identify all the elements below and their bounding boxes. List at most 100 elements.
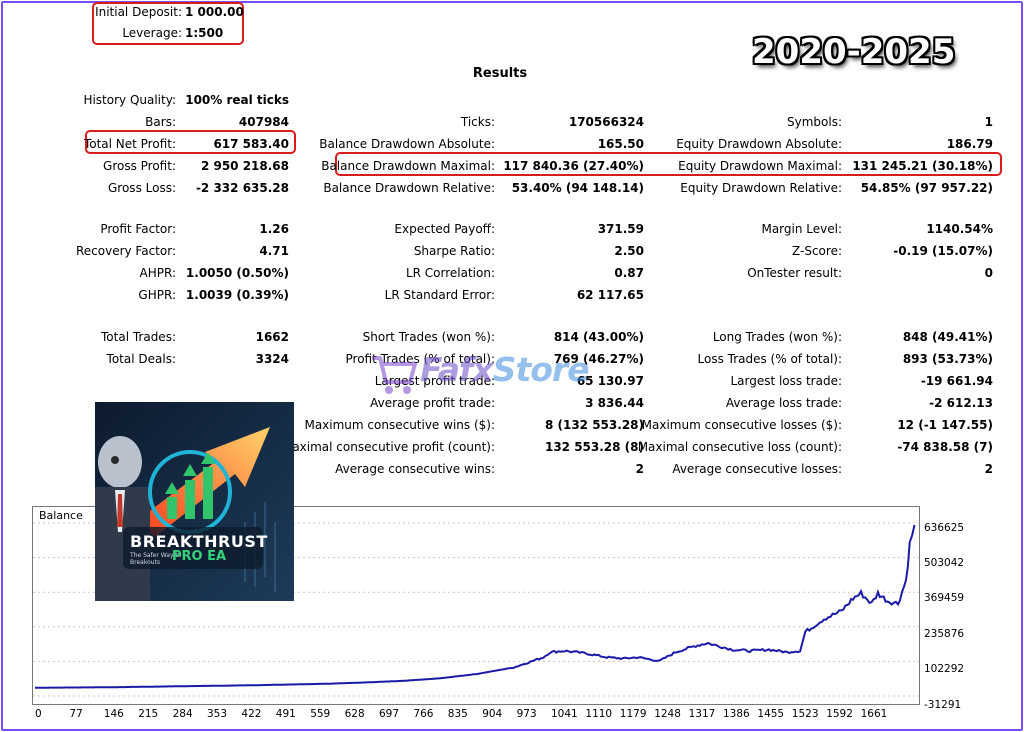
promo-tagline: The Safer Way to Breakouts: [130, 552, 182, 566]
x-tick-label: 1041: [551, 708, 578, 720]
col3-stat-value: 848 (49.41%): [902, 330, 993, 344]
col3-stat-label: Z-Score:: [792, 244, 842, 258]
year-badge: 2020-2025: [752, 32, 956, 72]
col1-stat-label: Total Net Profit:: [83, 137, 176, 151]
x-tick-label: 422: [241, 708, 262, 720]
col2-stat-label: Average profit trade:: [370, 396, 495, 410]
x-tick-label: 766: [413, 708, 434, 720]
x-tick-label: 215: [138, 708, 159, 720]
x-tick-label: 77: [69, 708, 83, 720]
col1-stat-label: Gross Loss:: [108, 181, 176, 195]
col1-stat-label: Profit Factor:: [100, 222, 176, 236]
deposit-highlight-box: [92, 2, 244, 45]
col1-stat-value: 407984: [238, 115, 289, 129]
x-tick-label: 835: [447, 708, 468, 720]
col1-stat-value: 2 950 218.68: [200, 159, 289, 173]
x-tick-label: 973: [516, 708, 537, 720]
y-tick-label: 503042: [924, 557, 965, 569]
y-tick-label: 102292: [924, 663, 965, 675]
watermark-part2: Store: [492, 350, 590, 389]
col1-stat-label: Gross Profit:: [103, 159, 176, 173]
col3-stat-value: 0: [984, 266, 993, 280]
chart-title: Balance: [39, 509, 83, 522]
col1-stat-label: GHPR:: [138, 288, 176, 302]
col3-stat-label: Long Trades (won %):: [712, 330, 842, 344]
x-tick-label: 491: [275, 708, 296, 720]
x-tick-label: 559: [310, 708, 331, 720]
leverage-value: 1:500: [185, 26, 224, 40]
col2-stat-label: Short Trades (won %):: [362, 330, 495, 344]
col3-stat-value: -74 838.58 (7): [897, 440, 993, 454]
x-tick-label: 904: [482, 708, 503, 720]
x-tick-label: 697: [379, 708, 400, 720]
col1-stat-value: 1.0050 (0.50%): [185, 266, 289, 280]
col1-stat-value: 1.0039 (0.39%): [185, 288, 289, 302]
x-tick-label: 1661: [860, 708, 888, 720]
promo-brand: BREAKTHRUST: [130, 532, 268, 551]
col2-stat-label: LR Standard Error:: [384, 288, 495, 302]
x-tick-label: 1386: [723, 708, 750, 720]
col3-stat-label: Maximum consecutive losses ($):: [641, 418, 842, 432]
col3-stat-value: 1: [984, 115, 993, 129]
watermark-part1: Fafx: [420, 350, 494, 389]
col1-stat-label: Recovery Factor:: [75, 244, 176, 258]
col3-stat-value: -2 612.13: [929, 396, 993, 410]
col3-stat-label: Average loss trade:: [725, 396, 842, 410]
y-tick-label: -31291: [924, 699, 962, 711]
leverage-label: Leverage:: [122, 26, 182, 40]
col1-stat-label: History Quality:: [83, 93, 176, 107]
promo-product: PRO EA: [172, 549, 227, 564]
x-tick-label: 1110: [585, 708, 613, 720]
results-title: Results: [472, 66, 528, 81]
col1-stat-value: 617 583.40: [213, 137, 289, 151]
col3-stat-label: Margin Level:: [761, 222, 842, 236]
col2-stat-value: 814 (43.00%): [553, 330, 644, 344]
x-tick-label: 1248: [654, 708, 681, 720]
col2-stat-value: 62 117.65: [576, 288, 644, 302]
col3-stat-value: 131 245.21 (30.18%): [852, 159, 993, 173]
col3-stat-value: 1140.54%: [926, 222, 993, 236]
col2-stat-label: Expected Payoff:: [394, 222, 495, 236]
col1-stat-label: AHPR:: [139, 266, 176, 280]
x-tick-label: 1523: [791, 708, 819, 720]
promo-illustration: [95, 402, 294, 601]
col3-stat-label: Largest loss trade:: [730, 374, 842, 388]
balance-chart-svg: [33, 522, 919, 697]
y-tick-label: 636625: [924, 522, 965, 534]
col3-stat-label: Maximal consecutive loss (count):: [637, 440, 842, 454]
balance-series-line: [35, 524, 916, 689]
col1-stat-value: 1662: [255, 330, 289, 344]
col2-stat-value: 2.50: [614, 244, 644, 258]
col2-stat-label: Maximal consecutive profit (count):: [281, 440, 495, 454]
col1-stat-value: -2 332 635.28: [195, 181, 289, 195]
col2-stat-label: Sharpe Ratio:: [413, 244, 495, 258]
y-tick-label: 369459: [924, 592, 965, 604]
col3-stat-label: OnTester result:: [747, 266, 842, 280]
col3-stat-label: Loss Trades (% of total):: [697, 352, 843, 366]
col1-stat-value: 3324: [255, 352, 289, 366]
col2-stat-value: 8 (132 553.28): [544, 418, 644, 432]
col2-stat-label: Average consecutive wins:: [335, 462, 495, 476]
col2-stat-label: Ticks:: [460, 115, 495, 129]
x-tick-label: 628: [344, 708, 365, 720]
col2-stat-label: Balance Drawdown Relative:: [323, 181, 495, 195]
col3-stat-value: -19 661.94: [920, 374, 993, 388]
initial-deposit-value: 1 000.00: [185, 5, 244, 19]
col3-stat-value: 186.79: [946, 137, 993, 151]
x-tick-label: 1317: [688, 708, 716, 720]
drawdown-highlight-box: [335, 152, 1002, 176]
col3-stat-value: -0.19 (15.07%): [893, 244, 993, 258]
net-profit-highlight-box: [85, 130, 296, 154]
y-tick-label: 235876: [924, 628, 965, 640]
col3-stat-label: Equity Drawdown Absolute:: [676, 137, 842, 151]
x-tick-label: 284: [172, 708, 193, 720]
col2-stat-label: LR Correlation:: [405, 266, 495, 280]
col1-stat-value: 4.71: [259, 244, 289, 258]
col2-stat-value: 769 (46.27%): [553, 352, 644, 366]
col2-stat-label: Balance Drawdown Maximal:: [321, 159, 495, 173]
col2-stat-label: Maximum consecutive wins ($):: [304, 418, 495, 432]
col3-stat-label: Equity Drawdown Relative:: [680, 181, 842, 195]
col2-stat-value: 170566324: [568, 115, 644, 129]
col2-stat-value: 371.59: [597, 222, 644, 236]
x-tick-label: 353: [207, 708, 228, 720]
